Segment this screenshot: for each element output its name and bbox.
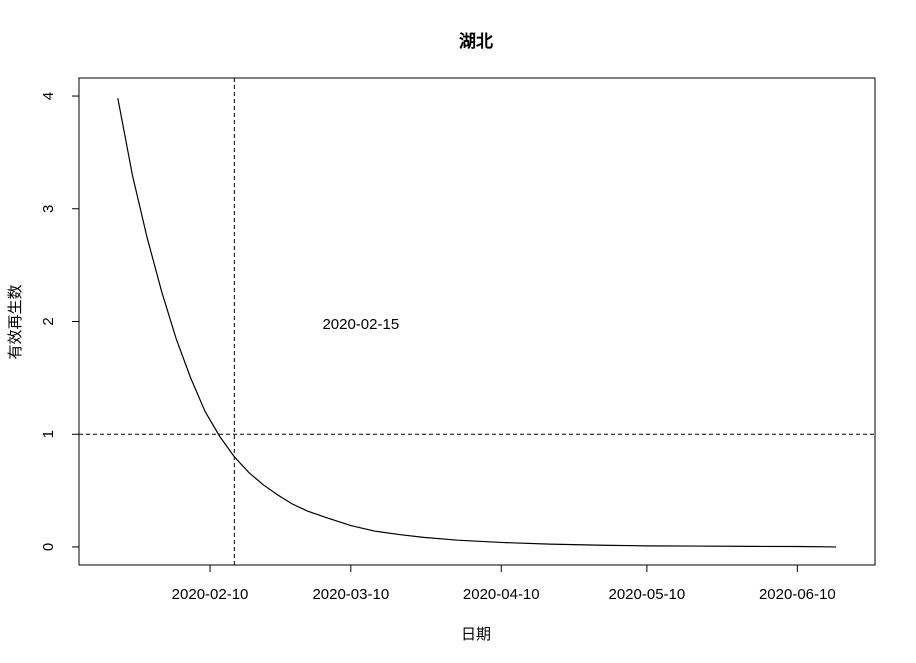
annotation-label: 2020-02-15 [322,316,399,333]
y-tick-label: 4 [40,92,57,100]
series-group [117,98,837,548]
chart-title: 湖北 [459,32,493,52]
x-tick-label: 2020-05-10 [609,586,686,603]
reference-lines [79,78,875,565]
x-tick-label: 2020-02-10 [172,586,249,603]
x-tick-label: 2020-06-10 [759,586,836,603]
y-tick-label: 3 [40,205,57,213]
plot-frame [78,77,876,566]
y-tick-label: 0 [40,543,57,551]
y-tick-label: 2 [40,317,57,325]
x-tick-label: 2020-03-10 [312,586,389,603]
y-axis: 0 1 2 3 4 [40,92,79,551]
x-axis: 2020-02-10 2020-03-10 2020-04-10 2020-05-10… [172,565,836,603]
x-axis-label: 日期 [461,625,491,643]
annotations: 2020-02-15 [322,316,399,333]
x-tick-label: 2020-04-10 [463,586,540,603]
series-line [117,98,837,548]
y-tick-label: 1 [40,430,57,438]
y-axis-label: 有效再生数 [6,284,24,359]
